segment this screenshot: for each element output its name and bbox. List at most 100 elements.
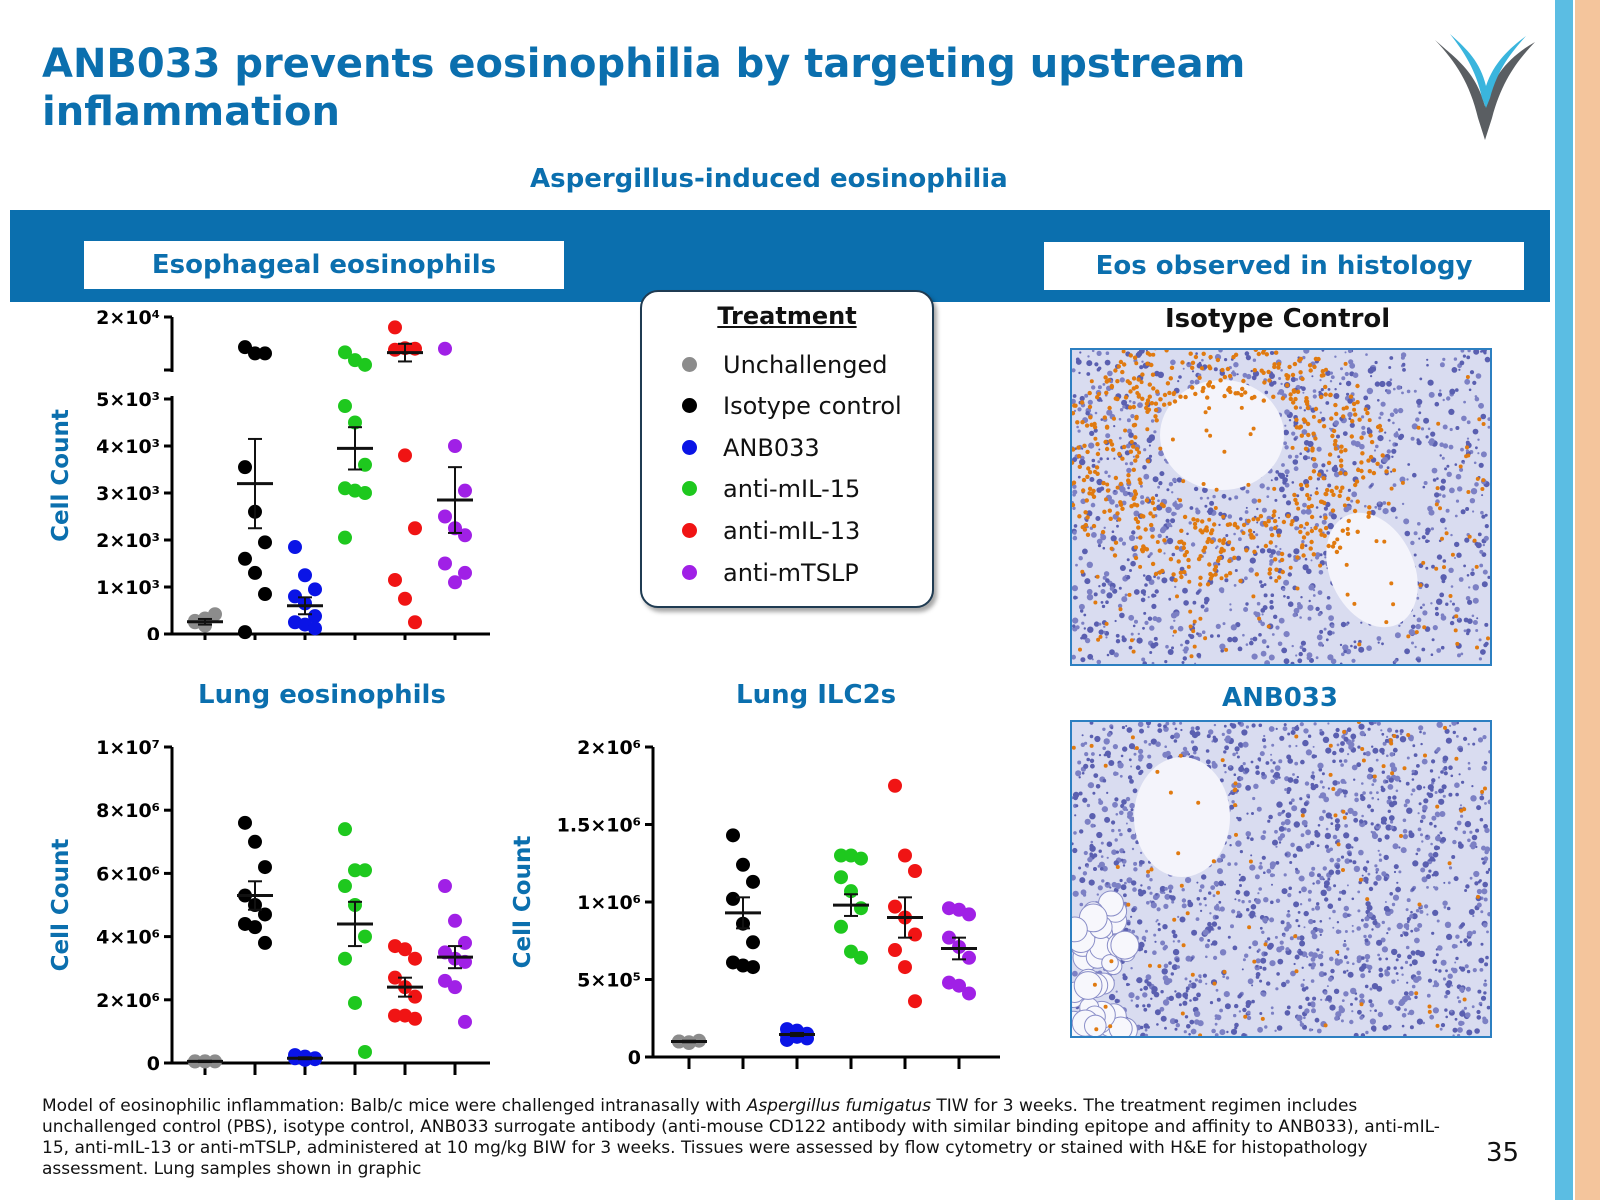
tissue-cell	[1103, 738, 1110, 745]
tissue-cell	[1364, 504, 1367, 508]
data-point	[746, 935, 760, 950]
tissue-cell	[1307, 734, 1312, 738]
data-point	[338, 399, 352, 414]
tissue-cell	[1108, 993, 1116, 1001]
eosinophil	[1221, 548, 1226, 553]
eosinophil	[1333, 402, 1338, 408]
tissue-cell	[1259, 580, 1263, 584]
tissue-cell	[1256, 507, 1259, 511]
tissue-cell	[1235, 555, 1242, 561]
tissue-cell	[1393, 966, 1397, 970]
data-point	[238, 340, 252, 355]
eosinophil	[1155, 540, 1160, 544]
eosinophil	[1227, 571, 1233, 576]
tissue-cell	[1223, 724, 1227, 728]
tissue-cell	[1125, 796, 1131, 802]
data-point	[458, 935, 472, 950]
eosinophil	[1355, 499, 1360, 504]
tissue-cell	[1154, 1009, 1161, 1016]
tissue-cell	[1268, 654, 1275, 661]
eosinophil	[1095, 574, 1100, 579]
eosinophil	[1104, 446, 1110, 452]
tissue-cell	[1356, 955, 1363, 962]
tissue-cell	[1145, 720, 1152, 726]
tissue-cell	[1440, 478, 1446, 484]
eosinophil	[1381, 764, 1386, 769]
tissue-cell	[1474, 395, 1478, 398]
tissue-cell	[1450, 1009, 1453, 1013]
tissue-cell	[1331, 465, 1339, 473]
tissue-cell	[1354, 792, 1359, 797]
tissue-cell	[1351, 897, 1355, 901]
tissue-cell	[1250, 904, 1257, 910]
tissue-cell	[1467, 838, 1471, 843]
eosinophil	[1375, 461, 1380, 466]
data-point	[348, 995, 362, 1010]
tissue-cell	[1380, 729, 1383, 732]
tissue-cell	[1303, 409, 1306, 412]
tissue-cell	[1389, 752, 1395, 757]
tissue-cell	[1388, 777, 1394, 783]
tissue-cell	[1154, 940, 1157, 943]
tissue-cell	[1411, 887, 1415, 891]
eosinophil	[1134, 503, 1140, 508]
tissue-cell	[1404, 960, 1409, 964]
eosinophil	[1233, 787, 1238, 792]
tissue-cell	[1162, 924, 1168, 930]
tissue-cell	[1409, 1025, 1414, 1030]
tissue-cell	[1367, 767, 1374, 773]
tissue-cell	[1268, 726, 1275, 732]
tissue-cell	[1215, 915, 1219, 920]
tissue-cell	[1318, 767, 1323, 772]
tissue-cell	[1481, 765, 1487, 771]
tissue-cell	[1481, 552, 1487, 557]
tissue-cell	[1304, 781, 1310, 786]
eosinophil	[1123, 428, 1128, 433]
tissue-cell	[1345, 843, 1352, 850]
tissue-cell	[1404, 798, 1411, 804]
footnote-text-2: TIW for 3 weeks. The treatment regimen i…	[42, 1096, 1440, 1179]
tissue-cell	[1259, 926, 1263, 930]
tissue-cell	[1429, 769, 1434, 773]
tissue-cell	[1381, 920, 1385, 925]
tissue-cell	[1403, 803, 1408, 808]
eosinophil	[1247, 925, 1252, 930]
tissue-cell	[1444, 994, 1448, 999]
eosinophil	[1301, 535, 1307, 540]
tissue-cell	[1353, 817, 1359, 823]
tissue-cell	[1110, 535, 1117, 542]
tissue-cell	[1276, 1025, 1283, 1031]
legend-dot	[682, 356, 697, 372]
tissue-cell	[1221, 732, 1225, 736]
eosinophil	[1136, 525, 1141, 530]
tissue-cell	[1440, 959, 1447, 966]
tissue-cell	[1220, 853, 1226, 859]
tissue-cell	[1437, 392, 1443, 397]
tissue-cell	[1211, 921, 1218, 927]
tissue-cell	[1125, 725, 1128, 727]
tissue-cell	[1258, 633, 1262, 637]
tissue-cell	[1317, 953, 1324, 960]
tissue-cell	[1138, 941, 1145, 948]
eosinophil	[1438, 506, 1442, 511]
tissue-cell	[1151, 593, 1156, 598]
tissue-cell	[1280, 369, 1283, 372]
eosinophil	[1193, 391, 1198, 397]
tissue-cell	[1476, 1009, 1481, 1015]
tissue-cell	[1255, 765, 1260, 770]
eosinophil	[1399, 834, 1403, 838]
tissue-cell	[1214, 1033, 1219, 1037]
tissue-cell	[1410, 950, 1416, 956]
tissue-cell	[1226, 1030, 1229, 1034]
eosinophil	[1297, 358, 1302, 363]
data-point	[898, 960, 912, 975]
data-point	[438, 973, 452, 988]
tissue-cell	[1339, 382, 1342, 385]
tissue-cell	[1287, 777, 1294, 783]
tissue-cell	[1072, 535, 1078, 541]
tissue-cell	[1072, 970, 1078, 977]
tissue-cell	[1427, 539, 1430, 543]
tissue-cell	[1469, 370, 1475, 375]
tissue-cell	[1386, 449, 1391, 454]
tissue-cell	[1263, 583, 1267, 587]
